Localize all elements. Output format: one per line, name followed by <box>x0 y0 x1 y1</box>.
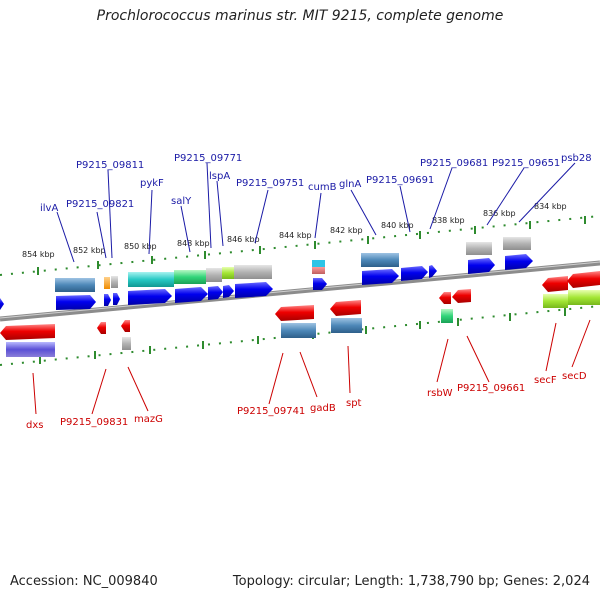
forward-leader-lines <box>56 162 576 263</box>
gene-label-reverse: rsbW <box>427 388 453 399</box>
feature-bar <box>466 242 492 255</box>
gene-arrow-forward <box>208 286 223 300</box>
gene-label-reverse: spt <box>346 398 362 409</box>
gene-arrow-forward <box>175 287 208 303</box>
reverse-tick-line <box>0 305 600 366</box>
gene-arrow-forward <box>429 265 437 278</box>
tick-label: 836 kbp <box>483 209 516 218</box>
feature-bar <box>222 267 234 279</box>
gene-label-forward: P9215_09691 <box>366 175 434 186</box>
gene-arrow-forward <box>104 294 111 306</box>
feature-bar <box>312 267 325 274</box>
genome-backbone-highlight <box>0 261 600 319</box>
tick-label: 848 kbp <box>177 239 210 248</box>
gene-label-reverse: mazG <box>134 414 163 425</box>
gene-label-reverse: P9215_09661 <box>457 383 525 394</box>
gene-label-forward: P9215_09751 <box>236 178 304 189</box>
feature-bar <box>361 253 399 267</box>
forward-tick-line <box>0 215 600 276</box>
gene-label-reverse: secF <box>534 375 557 386</box>
gene-label-forward: P9215_09651 <box>492 158 560 169</box>
feature-bar <box>568 290 600 305</box>
gene-label-forward: P9215_09771 <box>174 153 242 164</box>
genome-backbone <box>0 260 600 322</box>
gene-arrow-forward <box>113 293 120 305</box>
feature-bar <box>174 270 206 284</box>
gene-arrow-reverse <box>97 322 106 334</box>
tick-label: 852 kbp <box>73 246 106 255</box>
feature-bar <box>122 337 131 350</box>
gene-arrow-forward <box>468 258 495 274</box>
gene-arrow-forward <box>0 298 4 310</box>
gene-label-reverse: P9215_09741 <box>237 406 305 417</box>
feature-bar <box>281 323 316 338</box>
reverse-gene-arrows <box>0 271 600 340</box>
reverse-leader-lines <box>32 319 591 415</box>
gene-label-forward: P9215_09811 <box>76 160 144 171</box>
gene-arrow-reverse <box>121 320 130 332</box>
feature-bar <box>441 309 453 323</box>
gene-label-forward: pykF <box>140 178 164 189</box>
tick-label: 838 kbp <box>432 216 465 225</box>
gene-label-reverse: gadB <box>310 403 336 414</box>
feature-bar <box>543 294 568 308</box>
gene-label-reverse: dxs <box>26 420 43 431</box>
gene-label-reverse: secD <box>562 371 587 382</box>
gene-label-reverse: P9215_09831 <box>60 417 128 428</box>
gene-label-forward: cumB <box>308 182 337 193</box>
forward-major-ticks <box>37 216 586 275</box>
gene-arrow-forward <box>128 289 172 305</box>
gene-arrow-reverse <box>452 289 471 303</box>
tick-label: 854 kbp <box>22 250 55 259</box>
feature-bar <box>312 260 325 267</box>
gene-arrow-reverse <box>330 300 361 316</box>
gene-label-forward: ilvA <box>40 203 58 214</box>
tick-label: 850 kbp <box>124 242 157 251</box>
feature-bar <box>331 318 362 333</box>
gene-arrow-reverse <box>275 305 314 321</box>
gene-arrow-forward <box>362 269 399 285</box>
gene-arrow-forward <box>313 278 327 290</box>
gene-arrow-forward <box>56 295 96 310</box>
feature-bar <box>55 278 95 292</box>
forward-gene-arrows <box>0 254 533 310</box>
gene-arrow-reverse <box>0 324 55 340</box>
tick-label: 834 kbp <box>534 202 567 211</box>
gene-arrow-forward <box>505 254 533 270</box>
feature-bar <box>111 276 118 288</box>
feature-bar <box>6 342 55 357</box>
tick-label: 842 kbp <box>330 226 363 235</box>
accession-text: Accession: NC_009840 <box>10 574 158 589</box>
gene-arrow-forward <box>235 282 273 298</box>
genome-summary-text: Topology: circular; Length: 1,738,790 bp… <box>232 574 590 589</box>
gene-label-forward: P9215_09821 <box>66 199 134 210</box>
feature-bar <box>104 277 110 289</box>
reverse-major-ticks <box>39 308 566 364</box>
gene-label-forward: psb28 <box>561 153 592 164</box>
gene-arrow-reverse <box>567 271 600 288</box>
feature-bar <box>503 237 531 250</box>
feature-bar <box>206 268 222 282</box>
gene-arrow-forward <box>401 266 428 281</box>
gene-arrow-reverse <box>542 276 568 292</box>
tick-label: 840 kbp <box>381 221 414 230</box>
map-title: Prochlorococcus marinus str. MIT 9215, c… <box>96 8 504 24</box>
forward-feature-bars <box>55 237 531 292</box>
gene-label-forward: glnA <box>339 179 361 190</box>
gene-label-forward: lspA <box>209 171 230 182</box>
tick-label: 846 kbp <box>227 235 260 244</box>
tick-label: 844 kbp <box>279 231 312 240</box>
gene-arrow-reverse <box>439 292 451 304</box>
feature-bar <box>234 265 272 279</box>
gene-label-forward: P9215_09681 <box>420 158 488 169</box>
gene-label-forward: salY <box>171 196 192 207</box>
reverse-feature-bars <box>6 290 600 357</box>
feature-bar <box>128 272 174 287</box>
gene-arrow-forward <box>223 285 234 298</box>
